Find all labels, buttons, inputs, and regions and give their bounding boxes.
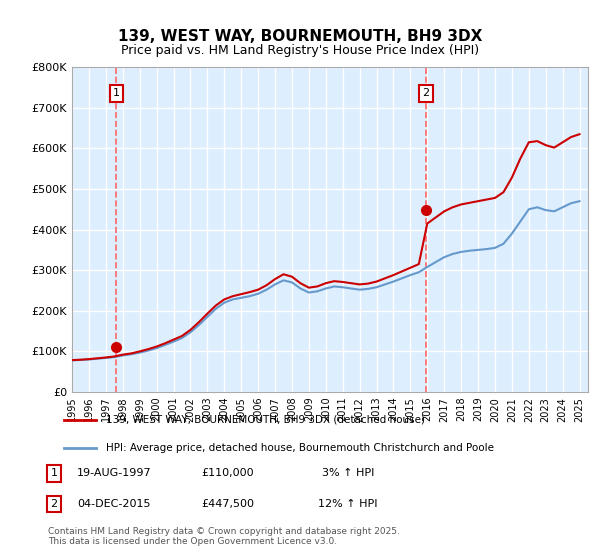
Text: 3% ↑ HPI: 3% ↑ HPI: [322, 468, 374, 478]
Text: 139, WEST WAY, BOURNEMOUTH, BH9 3DX: 139, WEST WAY, BOURNEMOUTH, BH9 3DX: [118, 29, 482, 44]
Text: 19-AUG-1997: 19-AUG-1997: [77, 468, 151, 478]
Text: 2: 2: [50, 499, 58, 509]
Text: 1: 1: [50, 468, 58, 478]
Text: Contains HM Land Registry data © Crown copyright and database right 2025.
This d: Contains HM Land Registry data © Crown c…: [48, 526, 400, 546]
Text: £447,500: £447,500: [202, 499, 254, 509]
Text: Price paid vs. HM Land Registry's House Price Index (HPI): Price paid vs. HM Land Registry's House …: [121, 44, 479, 57]
Text: 04-DEC-2015: 04-DEC-2015: [77, 499, 151, 509]
Text: HPI: Average price, detached house, Bournemouth Christchurch and Poole: HPI: Average price, detached house, Bour…: [106, 443, 494, 453]
Text: £110,000: £110,000: [202, 468, 254, 478]
Text: 12% ↑ HPI: 12% ↑ HPI: [318, 499, 378, 509]
Text: 1: 1: [113, 88, 120, 98]
Text: 2: 2: [422, 88, 430, 98]
Text: 139, WEST WAY, BOURNEMOUTH, BH9 3DX (detached house): 139, WEST WAY, BOURNEMOUTH, BH9 3DX (det…: [106, 415, 425, 425]
